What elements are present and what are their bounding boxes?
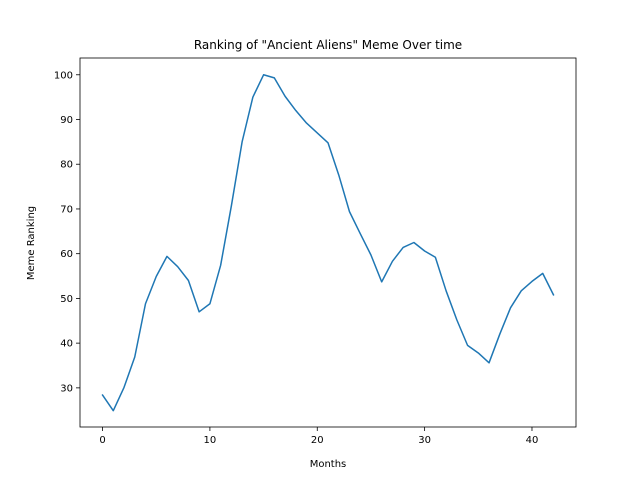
y-tick-label: 30 [60, 383, 73, 394]
axis-ticks: 0 10 20 30 40 30 40 50 60 70 80 90 100 [54, 70, 538, 446]
y-tick-label: 80 [60, 160, 73, 171]
axes-frame [79, 57, 577, 428]
x-tick-label: 0 [99, 435, 105, 446]
y-axis-label: Meme Ranking [26, 206, 37, 280]
series-line [101, 74, 555, 412]
x-tick-label: 10 [204, 435, 217, 446]
y-tick-label: 60 [60, 249, 73, 260]
y-tick-label: 40 [60, 339, 73, 350]
y-tick-label: 70 [60, 204, 73, 215]
x-tick-label: 30 [418, 435, 431, 446]
x-axis-label: Months [310, 459, 347, 470]
x-tick-label: 20 [311, 435, 324, 446]
x-tick-label: 40 [526, 435, 539, 446]
chart-title: Ranking of "Ancient Aliens" Meme Over ti… [194, 38, 462, 52]
plot-area [101, 74, 555, 412]
y-tick-label: 90 [60, 115, 73, 126]
y-tick-label: 100 [54, 70, 73, 81]
y-tick-label: 50 [60, 294, 73, 305]
